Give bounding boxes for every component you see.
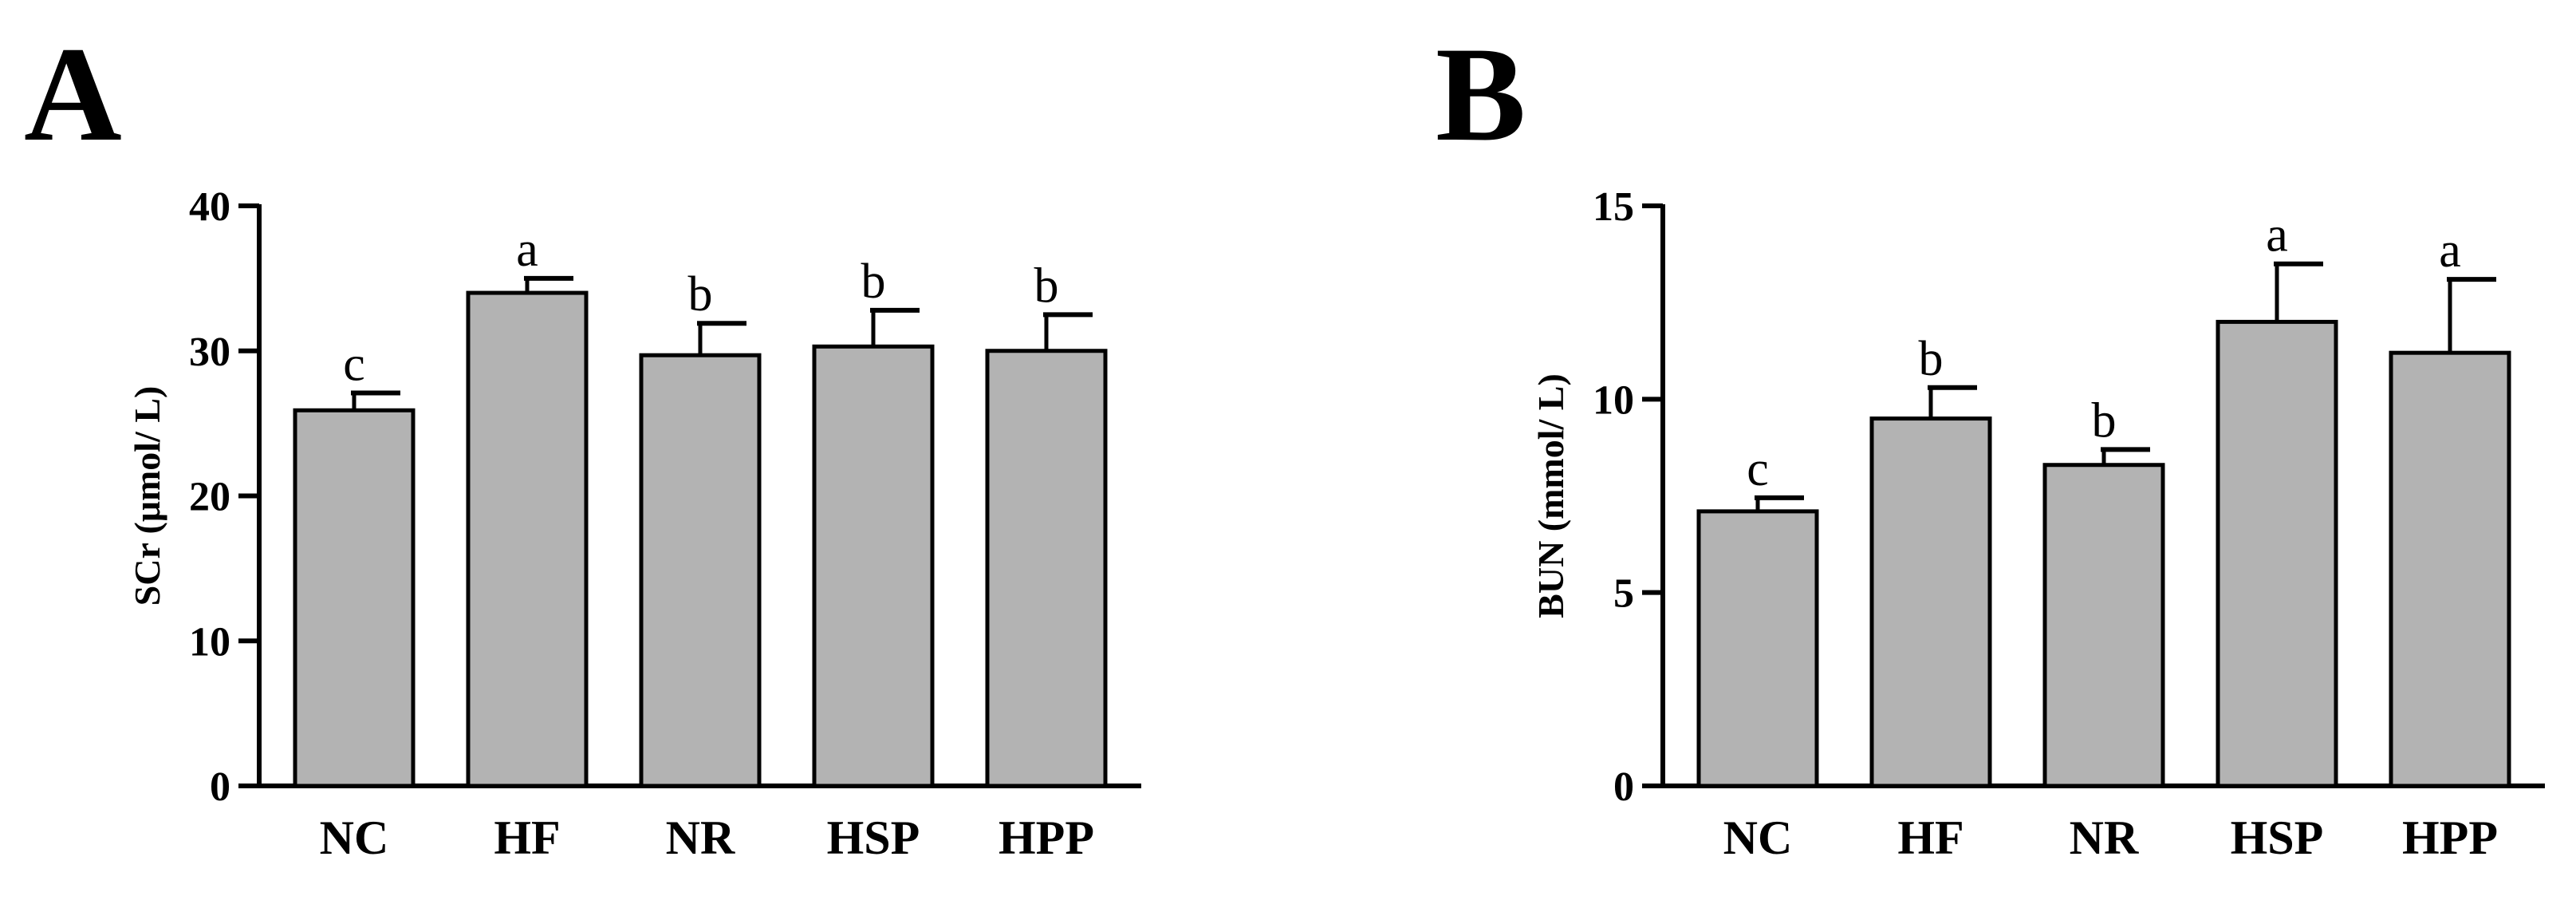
bar-nr xyxy=(2042,463,2165,788)
x-tick-label: HPP xyxy=(2402,811,2498,864)
bar-nr xyxy=(639,353,762,788)
x-tick-label: NR xyxy=(2070,811,2139,864)
significance-label: c xyxy=(343,337,365,391)
y-tick-label: 0 xyxy=(1613,764,1634,810)
x-tick-label: HSP xyxy=(2231,811,2324,864)
bar-hpp xyxy=(985,349,1108,788)
panel-a-chart: A 0 10 20 30 40 SCr (μmol/ L) c NC a HF b NR b HSP b HPP xyxy=(24,19,1141,864)
y-tick-label: 10 xyxy=(1593,377,1634,423)
bar-nc xyxy=(293,408,416,788)
bar-hsp xyxy=(812,344,935,788)
panel-letter: B xyxy=(1436,19,1526,169)
bar-nc xyxy=(1696,509,1819,788)
y-axis-label: BUN (mmol/ L) xyxy=(1530,373,1571,618)
y-tick-label: 40 xyxy=(189,184,230,230)
y-tick-label: 5 xyxy=(1613,571,1634,617)
significance-label: b xyxy=(861,255,886,309)
bar-hpp xyxy=(2389,350,2511,788)
x-tick-label: HF xyxy=(1897,811,1964,864)
x-tick-label: HSP xyxy=(827,811,920,864)
y-axis-label: SCr (μmol/ L) xyxy=(127,386,167,606)
x-tick-label: NR xyxy=(666,811,735,864)
y-tick-label: 10 xyxy=(189,619,230,665)
significance-label: b xyxy=(688,267,713,322)
x-tick-label: NC xyxy=(320,811,389,864)
y-tick-label: 20 xyxy=(189,475,230,520)
significance-label: b xyxy=(1919,332,1944,386)
x-tick-label: HF xyxy=(494,811,560,864)
y-tick-label: 0 xyxy=(210,764,230,810)
y-tick-label: 30 xyxy=(189,330,230,375)
significance-label: a xyxy=(516,223,538,277)
significance-label: b xyxy=(2092,393,2117,448)
significance-label: c xyxy=(1747,442,1769,496)
panel-b-chart: B 0 5 10 15 BUN (mmol/ L) c NC b HF b NR a HSP a HPP xyxy=(1436,19,2545,864)
bar-hsp xyxy=(2216,319,2338,788)
bar-hf xyxy=(466,290,589,788)
bar-hf xyxy=(1869,416,1992,788)
significance-label: a xyxy=(2439,223,2461,278)
significance-label: a xyxy=(2266,208,2288,262)
significance-label: b xyxy=(1034,259,1059,313)
x-tick-label: HPP xyxy=(998,811,1094,864)
panel-letter: A xyxy=(24,19,122,169)
x-tick-label: NC xyxy=(1723,811,1793,864)
y-tick-label: 15 xyxy=(1593,184,1634,230)
